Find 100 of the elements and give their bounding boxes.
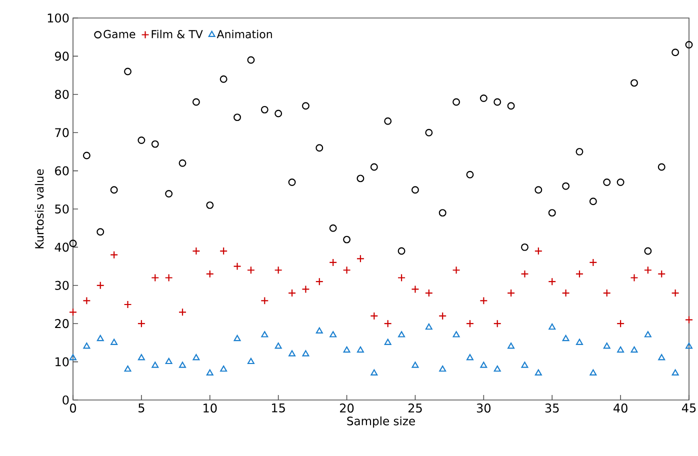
point bbox=[439, 366, 446, 372]
legend-label: Game bbox=[104, 30, 136, 38]
point bbox=[658, 270, 666, 278]
point bbox=[686, 342, 692, 349]
point bbox=[151, 274, 160, 282]
point bbox=[507, 289, 516, 298]
point bbox=[220, 75, 228, 83]
point bbox=[192, 354, 200, 360]
point bbox=[83, 342, 90, 349]
point bbox=[658, 354, 666, 360]
point bbox=[288, 350, 296, 356]
point bbox=[534, 369, 542, 376]
y-tick-label: 30 bbox=[55, 280, 69, 290]
point bbox=[124, 300, 132, 309]
point bbox=[411, 285, 420, 294]
point bbox=[342, 266, 351, 274]
point bbox=[329, 258, 338, 267]
point bbox=[398, 247, 406, 255]
point bbox=[425, 323, 432, 330]
point bbox=[562, 182, 570, 190]
point bbox=[343, 346, 350, 353]
point bbox=[548, 209, 556, 217]
x-tick-label: 15 bbox=[272, 404, 285, 412]
point bbox=[165, 358, 172, 364]
point bbox=[644, 331, 652, 338]
x-tick-label: 20 bbox=[340, 404, 354, 413]
point bbox=[315, 278, 324, 286]
point bbox=[370, 163, 378, 171]
point bbox=[68, 308, 78, 316]
point bbox=[220, 366, 228, 372]
x-tick-label: 0 bbox=[70, 404, 76, 413]
point bbox=[356, 346, 364, 353]
point bbox=[330, 331, 337, 338]
point bbox=[370, 369, 378, 376]
point bbox=[151, 140, 159, 148]
y-tick-label: 70 bbox=[55, 128, 69, 138]
y-tick-label: 0 bbox=[62, 395, 69, 405]
point bbox=[466, 170, 474, 178]
point bbox=[206, 201, 214, 209]
point bbox=[452, 331, 460, 338]
point bbox=[233, 262, 242, 270]
point bbox=[138, 136, 146, 144]
point bbox=[206, 369, 214, 376]
legend-label: Film & TV bbox=[152, 30, 203, 38]
point bbox=[590, 369, 597, 376]
point bbox=[261, 331, 268, 338]
point bbox=[672, 369, 679, 376]
point bbox=[438, 209, 446, 217]
y-tick-label: 90 bbox=[54, 52, 69, 61]
point bbox=[411, 186, 419, 194]
point bbox=[124, 68, 132, 76]
point bbox=[316, 327, 323, 334]
point bbox=[165, 190, 173, 198]
point bbox=[616, 178, 624, 186]
point bbox=[96, 228, 104, 236]
point bbox=[178, 159, 186, 167]
point bbox=[274, 342, 282, 349]
x-tick-label: 45 bbox=[682, 404, 696, 412]
point bbox=[302, 285, 310, 294]
point bbox=[617, 346, 624, 353]
point bbox=[412, 362, 419, 368]
point bbox=[671, 289, 680, 298]
point bbox=[384, 338, 392, 345]
x-tick-label: 10 bbox=[204, 404, 217, 413]
point bbox=[534, 186, 542, 194]
point bbox=[452, 98, 460, 106]
point bbox=[534, 246, 542, 256]
point bbox=[466, 320, 474, 328]
point bbox=[630, 79, 638, 87]
point bbox=[137, 320, 146, 328]
y-tick-label: 100 bbox=[48, 13, 69, 23]
point bbox=[589, 258, 598, 267]
point bbox=[658, 163, 666, 171]
point bbox=[288, 178, 296, 186]
point bbox=[206, 270, 214, 278]
point bbox=[438, 312, 447, 320]
point bbox=[548, 278, 556, 286]
point bbox=[260, 106, 268, 114]
point bbox=[493, 320, 502, 328]
point bbox=[397, 274, 406, 282]
point bbox=[82, 152, 90, 160]
point bbox=[480, 362, 488, 368]
point bbox=[466, 354, 474, 360]
x-tick-label: 25 bbox=[408, 404, 422, 413]
point bbox=[684, 316, 694, 324]
point bbox=[343, 236, 351, 244]
point bbox=[384, 320, 392, 328]
point bbox=[246, 266, 255, 274]
point bbox=[452, 266, 460, 274]
point bbox=[425, 128, 433, 136]
point bbox=[575, 270, 584, 278]
point bbox=[630, 274, 638, 282]
y-axis-title: Kurtosis value bbox=[34, 169, 44, 248]
point bbox=[589, 198, 597, 206]
point bbox=[576, 338, 583, 345]
point bbox=[494, 98, 502, 106]
point bbox=[356, 174, 364, 182]
point bbox=[234, 334, 241, 342]
point bbox=[152, 362, 159, 368]
point bbox=[616, 320, 625, 328]
